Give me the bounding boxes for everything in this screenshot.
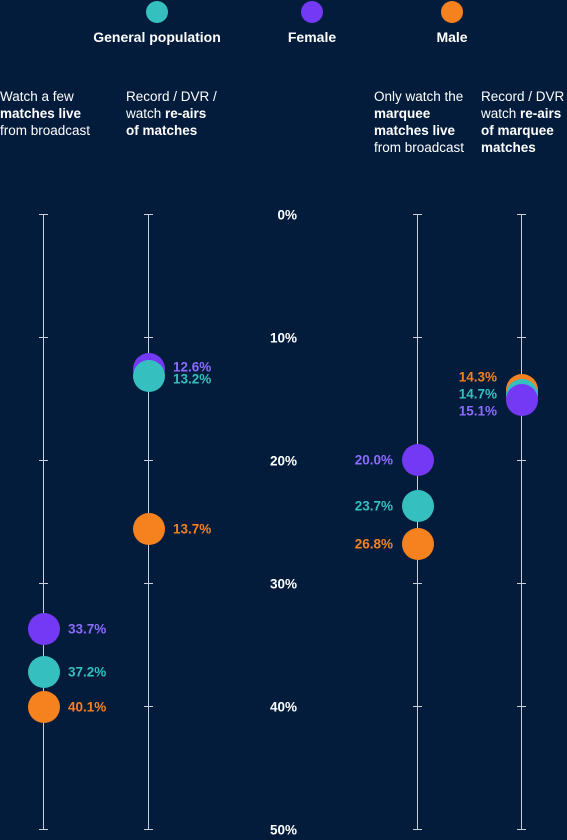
y-tick-label: 10%	[269, 330, 297, 346]
y-tick-label: 40%	[269, 699, 297, 715]
axis-tick	[517, 583, 526, 584]
data-point	[27, 655, 60, 688]
axis-tick	[517, 337, 526, 338]
legend-swatch	[441, 1, 463, 23]
axis-tick	[39, 337, 48, 338]
axis-tick	[517, 829, 526, 830]
data-point	[27, 691, 60, 724]
y-tick-label: 50%	[269, 822, 297, 838]
axis-rail	[43, 214, 44, 829]
axis-rail	[521, 214, 522, 829]
axis-tick	[144, 583, 153, 584]
data-label: 23.7%	[354, 498, 393, 513]
axis-tick	[39, 460, 48, 461]
column-label: Record / DVR / watch re-airs of matches	[126, 89, 217, 138]
data-point	[132, 360, 165, 393]
data-point	[505, 383, 538, 416]
axis-tick	[144, 337, 153, 338]
data-label: 26.8%	[354, 536, 393, 552]
legend-swatch	[146, 1, 168, 23]
data-label: 14.3%	[458, 369, 497, 385]
data-point	[132, 512, 165, 545]
data-label: 33.7%	[68, 621, 107, 636]
column-label: Record / DVR / watch re-airs of marquee …	[481, 89, 567, 155]
data-label: 37.2%	[68, 664, 107, 680]
data-point	[401, 444, 434, 476]
data-label: 13.7%	[173, 521, 212, 537]
y-tick-label: 20%	[269, 453, 297, 469]
y-tick-label: 30%	[269, 576, 297, 592]
legend-label: Male	[436, 29, 468, 45]
axis-tick	[144, 829, 153, 830]
legend-label: Female	[287, 29, 337, 45]
axis-tick	[39, 214, 48, 215]
axis-tick	[39, 583, 48, 584]
data-label: 12.6%	[173, 359, 212, 375]
axis-tick	[413, 337, 422, 338]
axis-tick	[144, 706, 153, 707]
axis-tick	[413, 706, 422, 707]
axis-tick	[413, 829, 422, 830]
column-label: Watch a few matches live from broadcast	[0, 89, 91, 138]
legend-label: General population	[93, 29, 221, 45]
axis-tick	[413, 214, 422, 215]
data-label: 15.1%	[458, 403, 497, 419]
data-label: 20.0%	[354, 452, 393, 468]
axis-tick	[517, 460, 526, 461]
data-point	[401, 489, 434, 522]
axis-tick	[144, 214, 153, 215]
axis-tick	[144, 460, 153, 461]
axis-tick	[39, 829, 48, 830]
axis-rail	[417, 214, 418, 829]
legend-swatch	[301, 1, 323, 23]
column-label: Only watch the marquee matches live from…	[374, 89, 465, 155]
y-tick-label: 0%	[277, 207, 297, 223]
data-label: 40.1%	[68, 699, 107, 715]
data-point	[401, 527, 434, 560]
data-label: 14.7%	[458, 386, 497, 402]
axis-tick	[517, 706, 526, 707]
data-label: 13.2%	[173, 371, 212, 387]
axis-tick	[517, 214, 526, 215]
data-point	[27, 612, 60, 645]
axis-tick	[413, 583, 422, 584]
